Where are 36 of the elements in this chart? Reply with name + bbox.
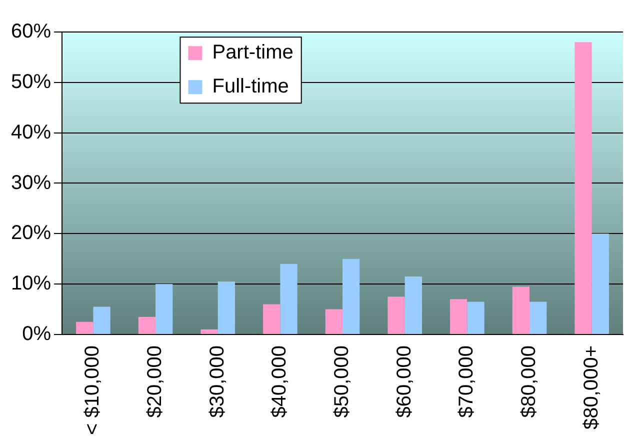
legend-label: Full-time — [212, 76, 289, 98]
x-tick-label: $30,000 — [206, 345, 228, 418]
bar — [450, 299, 468, 334]
y-tick-label: 20% — [11, 222, 52, 244]
x-tick-label: $20,000 — [144, 345, 166, 418]
bar — [93, 306, 110, 334]
x-tick-label: $80,000+ — [580, 345, 602, 430]
bar — [404, 276, 422, 334]
bar — [342, 258, 360, 334]
x-tick-label: $80,000 — [518, 345, 540, 418]
x-tick-label: < $10,000 — [82, 345, 104, 435]
bar — [200, 329, 218, 334]
legend-label: Part-time — [212, 42, 294, 64]
x-tick-label: $70,000 — [456, 345, 478, 418]
bar — [218, 282, 235, 334]
bar — [388, 296, 405, 334]
bar — [574, 42, 592, 334]
y-tick-label: 50% — [11, 70, 52, 93]
bar — [512, 286, 530, 334]
bar — [280, 264, 298, 334]
bar — [530, 302, 547, 334]
x-tick-label: $50,000 — [331, 345, 354, 418]
y-tick-label: 30% — [11, 172, 52, 194]
bar — [263, 304, 280, 334]
x-tick-label: $60,000 — [393, 345, 416, 418]
bar — [325, 309, 343, 334]
y-tick-label: 60% — [11, 20, 52, 43]
y-tick-label: 10% — [11, 272, 52, 295]
y-tick-label: 0% — [22, 322, 52, 345]
bar — [138, 316, 156, 334]
bar — [76, 322, 94, 334]
x-tick-label: $40,000 — [268, 345, 291, 418]
y-tick-label: 40% — [11, 121, 52, 144]
bar — [592, 234, 609, 334]
bar — [156, 284, 173, 334]
bar — [467, 302, 484, 334]
